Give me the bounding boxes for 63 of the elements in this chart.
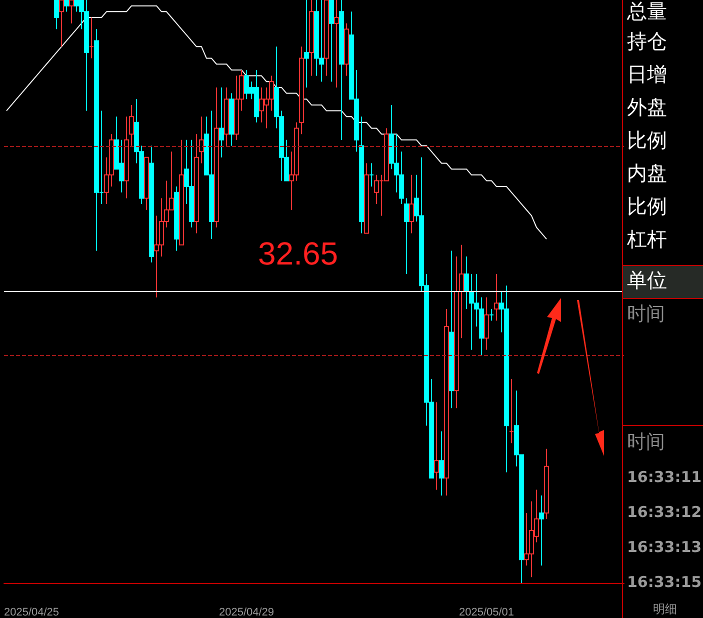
text: 时间 <box>627 303 665 325</box>
candlestick <box>369 162 374 188</box>
candlestick <box>539 495 544 566</box>
candlestick <box>214 86 219 228</box>
text: 16:33:15 <box>627 573 702 591</box>
candlestick <box>459 244 464 339</box>
candlestick <box>324 0 329 76</box>
candlestick <box>224 86 229 146</box>
candlestick <box>449 250 454 409</box>
candlestick <box>484 296 489 350</box>
candlestick <box>439 430 444 496</box>
x-tick-label: 2025/05/01 <box>458 606 514 618</box>
candlestick <box>329 0 334 82</box>
candlestick <box>409 174 414 234</box>
candlestick <box>199 116 204 164</box>
x-tick-label: 2025/04/29 <box>218 606 274 618</box>
candlestick <box>299 46 304 135</box>
text: 16:33:11 <box>627 468 702 486</box>
candlestick <box>149 145 154 263</box>
candlestick <box>64 0 69 12</box>
candlestick <box>444 308 449 496</box>
candlestick <box>179 139 184 246</box>
candlestick <box>434 402 439 490</box>
candlestick <box>229 92 234 146</box>
text: 比例 <box>627 128 667 152</box>
text: 杠杆 <box>627 227 667 251</box>
candlestick <box>464 256 469 310</box>
candlestick <box>509 378 514 444</box>
candlestick <box>219 86 224 158</box>
text: 明细 <box>653 602 677 616</box>
text: 单位 <box>627 268 667 292</box>
candlestick <box>304 0 309 88</box>
candlestick <box>494 274 499 322</box>
x-tick-label: 2025/04/25 <box>4 606 60 618</box>
candlestick <box>359 116 364 234</box>
candlestick <box>544 448 549 520</box>
candlestick <box>89 16 94 59</box>
text: 16:33:12 <box>627 503 702 521</box>
text: 外盘 <box>627 95 667 119</box>
candlestick <box>334 0 339 88</box>
candlestick <box>489 308 494 322</box>
candlestick <box>344 22 349 76</box>
text: 内盘 <box>627 161 667 185</box>
text: 持仓 <box>627 29 667 53</box>
candlestick <box>144 156 149 210</box>
candlestick <box>364 162 369 234</box>
candlestick <box>129 104 134 146</box>
text: 比例 <box>627 194 667 218</box>
candlestick <box>454 256 459 409</box>
candlestick <box>404 198 409 275</box>
text: 总量 <box>627 0 667 23</box>
candlestick <box>59 0 64 48</box>
candlestick <box>69 0 74 24</box>
candlestick <box>194 134 199 234</box>
text: 16:33:13 <box>627 538 702 556</box>
text: 时间 <box>627 431 665 453</box>
candlestick <box>309 0 314 76</box>
candlestick <box>54 0 59 30</box>
candlestick <box>124 116 129 199</box>
candlestick <box>174 186 179 252</box>
candlestick <box>339 0 344 140</box>
text: 日增 <box>627 62 667 86</box>
annotation: 32.65 <box>258 236 338 272</box>
